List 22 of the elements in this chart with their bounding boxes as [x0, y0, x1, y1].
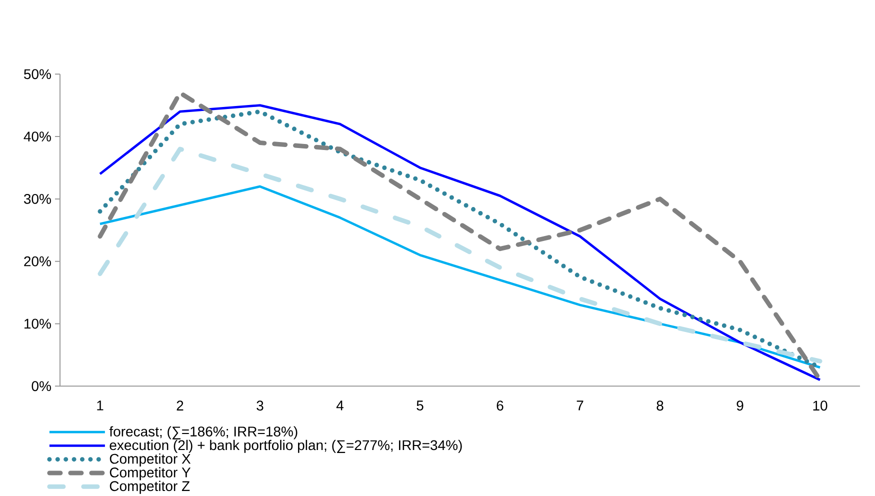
x-tick-label: 10 [813, 400, 828, 410]
x-tick-label: 6 [496, 400, 504, 410]
y-tick-label: 0% [32, 380, 51, 391]
y-tick-label: 50% [24, 68, 51, 79]
y-tick-label: 30% [24, 194, 51, 204]
x-tick-label: 4 [336, 400, 344, 410]
x-tick-label: 8 [656, 400, 664, 410]
x-tick-label: 5 [416, 400, 424, 410]
x-tick-label: 7 [576, 400, 584, 410]
x-tick-label: 1 [97, 400, 104, 410]
y-tick-label: 20% [24, 256, 51, 266]
x-tick-label: 9 [736, 400, 744, 410]
x-tick-label: 2 [176, 400, 184, 410]
legend-label: Competitor Z [110, 480, 190, 494]
y-tick-label: 10% [24, 318, 51, 328]
x-tick-label: 3 [256, 400, 264, 410]
legend-label: Competitor Y [110, 466, 191, 480]
line-series [98, 146, 822, 364]
legend-label: execution (2l) + bank portfolio plan; (∑=277%; IRR=34%) [110, 440, 462, 453]
legend-label: forecast; (∑=186%; IRR=18%) [109, 426, 298, 440]
legend-label: Competitor X [110, 453, 191, 466]
y-tick-label: 40% [24, 131, 51, 142]
